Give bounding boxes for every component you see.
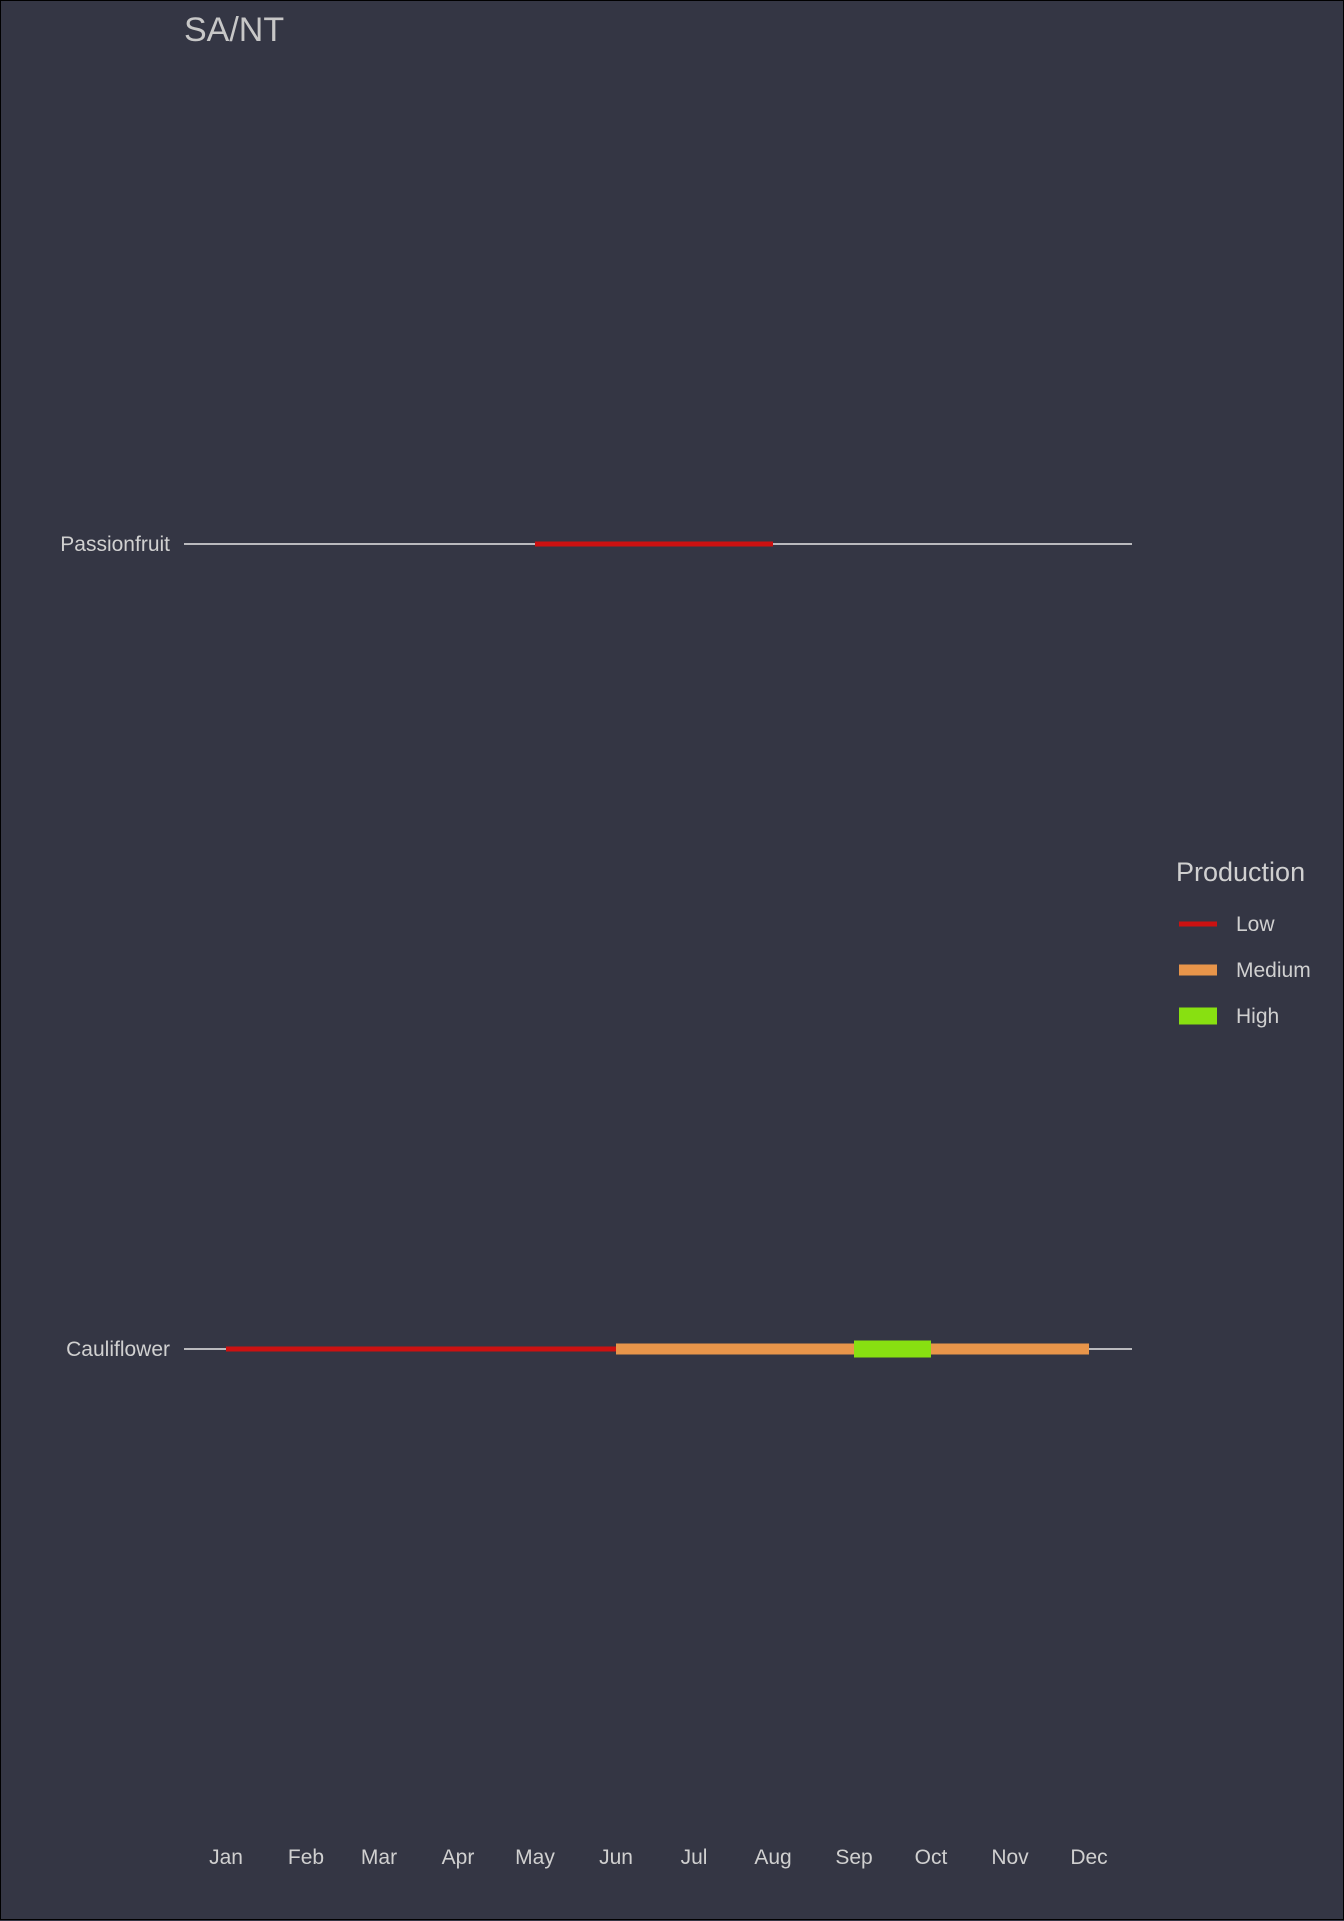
x-tick-mar: Mar [361,1846,397,1869]
legend-item-medium: Medium [1179,959,1311,982]
segment-passionfruit-low-may-aug [535,541,773,547]
y-label-cauliflower: Cauliflower [66,1338,170,1361]
x-tick-feb: Feb [288,1846,324,1869]
row-passionfruit: Passionfruit [60,533,1132,556]
x-tick-jan: Jan [209,1846,243,1869]
x-tick-nov: Nov [991,1846,1029,1869]
segment-cauliflower-low-jan-jun [226,1346,616,1352]
x-tick-aug: Aug [754,1846,791,1869]
legend-key-high [1179,1007,1217,1025]
legend-key-medium [1179,964,1217,976]
x-tick-may: May [515,1846,555,1869]
x-tick-apr: Apr [442,1846,475,1869]
chart-title: SA/NT [184,11,284,49]
legend-item-low: Low [1179,913,1275,936]
x-axis: Jan Feb Mar Apr May Jun Jul Aug Sep Oct Nov Dec [209,1846,1108,1869]
segment-cauliflower-high-sep-oct [854,1340,931,1358]
y-label-passionfruit: Passionfruit [60,533,170,556]
segment-cauliflower-medium-jun-sep [616,1343,854,1355]
x-tick-jun: Jun [599,1846,633,1869]
legend-item-high: High [1179,1005,1279,1028]
segment-cauliflower-medium-oct-dec [931,1343,1089,1355]
legend-label-low: Low [1236,913,1275,936]
row-cauliflower: Cauliflower [66,1338,1132,1361]
x-tick-jul: Jul [681,1846,708,1869]
x-tick-sep: Sep [835,1846,872,1869]
legend-label-high: High [1236,1005,1279,1028]
legend-label-medium: Medium [1236,959,1311,982]
legend-key-low [1179,921,1217,927]
x-tick-oct: Oct [915,1846,948,1869]
chart-rows: Passionfruit Cauliflower [60,533,1132,1361]
x-tick-dec: Dec [1070,1846,1107,1869]
legend-title: Production [1176,857,1305,887]
legend: Production Low Medium High [1176,857,1311,1028]
